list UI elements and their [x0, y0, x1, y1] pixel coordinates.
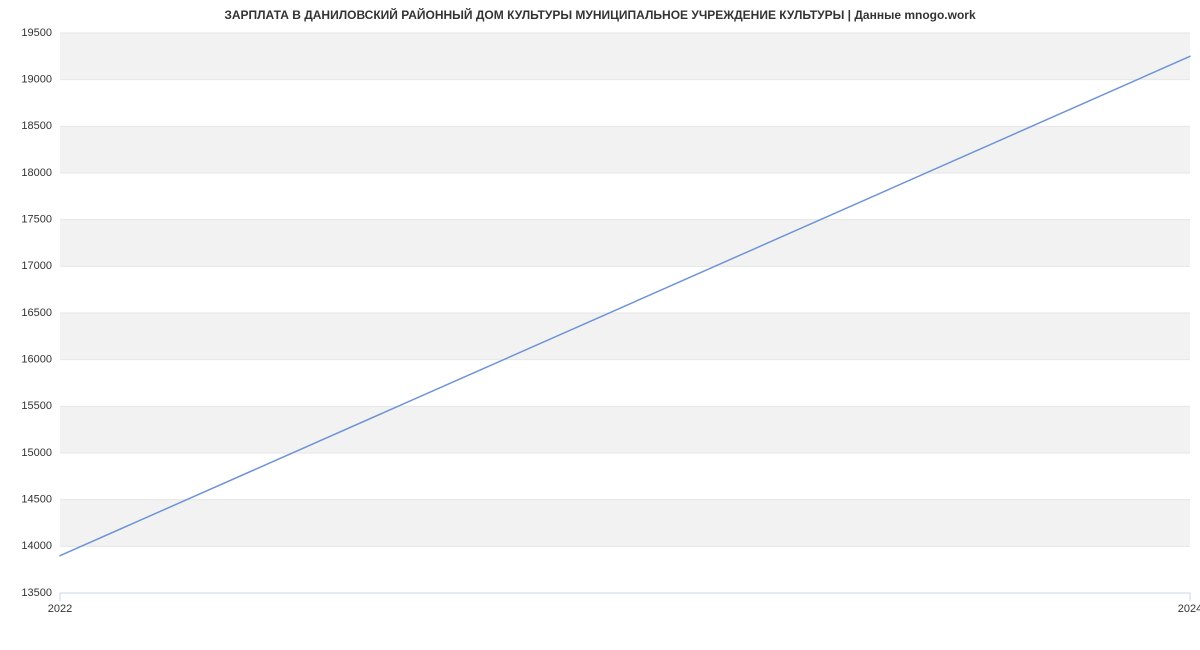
chart-title: ЗАРПЛАТА В ДАНИЛОВСКИЙ РАЙОННЫЙ ДОМ КУЛЬ… — [0, 8, 1200, 22]
y-tick-label: 13500 — [21, 587, 52, 599]
y-tick-label: 14000 — [21, 540, 52, 552]
chart-plot-area: 1350014000145001500015500160001650017000… — [60, 33, 1190, 593]
y-tick-label: 15000 — [21, 447, 52, 459]
y-tick-label: 18500 — [21, 120, 52, 132]
y-tick-label: 17500 — [21, 214, 52, 226]
y-tick-label: 16500 — [21, 307, 52, 319]
y-tick-label: 19500 — [21, 27, 52, 39]
y-tick-label: 19000 — [21, 74, 52, 86]
y-tick-label: 15500 — [21, 400, 52, 412]
y-tick-label: 16000 — [21, 354, 52, 366]
x-tick-label: 2024 — [1178, 603, 1200, 615]
x-tick-label: 2022 — [48, 603, 72, 615]
y-tick-label: 14500 — [21, 494, 52, 506]
chart-svg: 1350014000145001500015500160001650017000… — [60, 33, 1190, 623]
y-tick-label: 18000 — [21, 167, 52, 179]
y-tick-label: 17000 — [21, 260, 52, 272]
